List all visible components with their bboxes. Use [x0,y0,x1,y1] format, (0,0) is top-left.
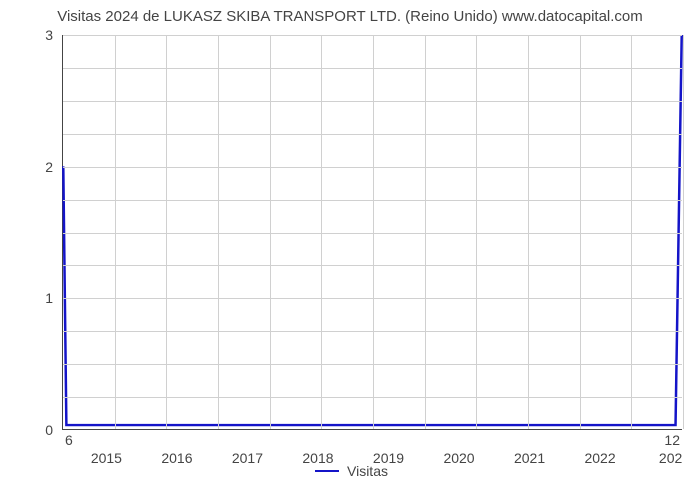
xtick: 202 [659,450,682,466]
xtick: 2020 [443,450,474,466]
legend-label: Visitas [347,463,388,479]
xtick: 2015 [91,450,122,466]
ytick: 3 [45,27,63,43]
xtick: 2017 [232,450,263,466]
vgrid [425,35,426,429]
vgrid [270,35,271,429]
vgrid [580,35,581,429]
vgrid [321,35,322,429]
vgrid [166,35,167,429]
inner-label: 12 [664,432,680,448]
vgrid [528,35,529,429]
chart-title: Visitas 2024 de LUKASZ SKIBA TRANSPORT L… [0,8,700,25]
vgrid [683,35,684,429]
xtick: 2022 [584,450,615,466]
xtick: 2016 [161,450,192,466]
ytick: 1 [45,290,63,306]
vgrid [218,35,219,429]
vgrid [476,35,477,429]
ytick: 0 [45,422,63,438]
vgrid [631,35,632,429]
legend-swatch [315,470,339,473]
vgrid [115,35,116,429]
ytick: 2 [45,159,63,175]
vgrid [373,35,374,429]
chart-root: Visitas 2024 de LUKASZ SKIBA TRANSPORT L… [0,0,700,500]
xtick: 2021 [514,450,545,466]
legend: Visitas [315,463,388,479]
inner-label: 6 [65,432,73,448]
plot-area: 0123201520162017201820192020202120222026… [62,35,682,430]
